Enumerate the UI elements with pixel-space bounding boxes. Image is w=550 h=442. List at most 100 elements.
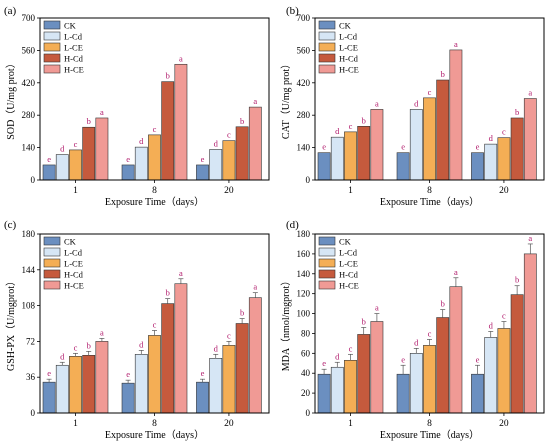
bar-h-cd-day-8	[436, 79, 450, 181]
legend-label: L-Cd	[64, 32, 83, 42]
y-tick-label: 180	[297, 229, 311, 239]
bar-l-cd-day-1	[55, 154, 69, 181]
legend-swatch-l-ce	[43, 258, 61, 268]
x-tick-label: 20	[224, 419, 234, 429]
legend-label: L-CE	[339, 259, 358, 269]
bar-l-cd-day-8	[409, 353, 423, 414]
significance-letter: d	[60, 144, 65, 154]
plot-frame	[39, 233, 270, 414]
bar-h-cd-day-1	[357, 334, 371, 414]
bar-h-cd-day-8	[161, 303, 175, 414]
legend-swatch-h-cd	[318, 53, 336, 63]
significance-letter: e	[47, 368, 51, 378]
y-tick-label: 108	[22, 301, 36, 311]
x-tick-label: 1	[73, 419, 78, 429]
legend-label: L-CE	[64, 43, 83, 53]
bar-h-ce-day-8	[174, 283, 188, 414]
significance-letter: a	[253, 282, 257, 292]
significance-letter: c	[349, 121, 353, 131]
y-tick-label: 420	[297, 78, 311, 88]
bar-h-cd-day-20	[235, 323, 249, 414]
y-tick-label: 560	[297, 45, 311, 55]
legend-label: CK	[64, 21, 77, 31]
significance-letter: c	[502, 127, 506, 137]
bar-h-cd-day-1	[82, 355, 96, 414]
legend-swatch-l-ce	[318, 258, 336, 268]
y-tick-label: 700	[297, 13, 311, 23]
bar-l-ce-day-8	[423, 345, 436, 414]
y-tick-label: 140	[297, 143, 311, 153]
significance-letter: b	[362, 316, 366, 326]
legend-swatch-ck	[318, 236, 336, 246]
legend-swatch-h-ce	[318, 280, 336, 290]
legend-swatch-ck	[43, 20, 61, 30]
y-tick-label: 420	[22, 78, 36, 88]
significance-letter: a	[100, 107, 104, 117]
panel-label: (a)	[4, 5, 17, 17]
bar-h-ce-day-1	[95, 341, 109, 414]
x-tick-label: 8	[427, 419, 432, 429]
legend-label: L-Cd	[339, 32, 358, 42]
bar-l-ce-day-1	[344, 131, 357, 181]
bar-h-ce-day-8	[449, 49, 463, 181]
bar-l-cd-day-20	[209, 358, 223, 414]
significance-letter: a	[528, 233, 532, 243]
x-axis-label: Exposure Time（days）	[105, 196, 204, 208]
significance-letter: a	[100, 327, 104, 337]
y-tick-label: 36	[26, 372, 36, 382]
significance-letter: e	[401, 142, 405, 152]
significance-letter: e	[401, 354, 405, 364]
bar-ck-day-1	[317, 152, 331, 181]
bar-l-ce-day-1	[69, 356, 82, 414]
significance-letter: b	[240, 116, 244, 126]
bar-h-cd-day-20	[510, 294, 524, 414]
bar-l-cd-day-1	[330, 366, 344, 414]
plot-frame	[39, 17, 270, 181]
x-tick-label: 1	[73, 186, 78, 196]
legend-swatch-l-cd	[43, 247, 61, 257]
y-axis-label: GSH-PX（U/mgprot）	[5, 276, 17, 371]
significance-letter: c	[227, 330, 231, 340]
significance-letter: c	[428, 328, 432, 338]
bar-l-cd-day-20	[484, 337, 498, 414]
significance-letter: a	[454, 267, 458, 277]
significance-letter: e	[476, 354, 480, 364]
significance-letter: c	[153, 319, 157, 329]
plot-frame	[314, 17, 545, 181]
legend-swatch-h-cd	[43, 269, 61, 279]
y-tick-label: 72	[26, 336, 35, 346]
y-tick-label: 280	[297, 110, 311, 120]
bar-h-ce-day-1	[95, 117, 109, 181]
significance-letter: b	[166, 288, 170, 298]
bar-l-cd-day-1	[55, 364, 69, 414]
significance-letter: a	[454, 39, 458, 49]
bar-ck-day-1	[42, 381, 56, 414]
bar-h-ce-day-20	[523, 253, 537, 414]
significance-letter: a	[179, 268, 183, 278]
legend-label: H-CE	[64, 281, 84, 291]
significance-letter: e	[201, 368, 205, 378]
legend-swatch-ck	[318, 20, 336, 30]
x-tick-label: 20	[499, 186, 509, 196]
significance-letter: d	[139, 136, 144, 146]
panel-label: (c)	[4, 219, 17, 231]
y-tick-label: 0	[306, 175, 311, 185]
significance-letter: d	[489, 133, 494, 143]
legend-label: H-Cd	[339, 54, 359, 64]
bar-l-ce-day-20	[222, 345, 236, 414]
bar-l-ce-day-20	[497, 328, 511, 414]
significance-letter: d	[414, 98, 419, 108]
significance-letter: d	[335, 351, 340, 361]
legend-label: H-CE	[339, 65, 359, 75]
significance-letter: d	[489, 320, 494, 330]
significance-letter: c	[153, 124, 157, 134]
legend-swatch-h-cd	[318, 269, 336, 279]
significance-letter: e	[322, 358, 326, 368]
bar-h-cd-day-8	[161, 81, 175, 181]
significance-letter: c	[428, 87, 432, 97]
y-tick-label: 0	[31, 175, 36, 185]
significance-letter: e	[476, 142, 480, 152]
bar-l-cd-day-1	[330, 136, 344, 181]
